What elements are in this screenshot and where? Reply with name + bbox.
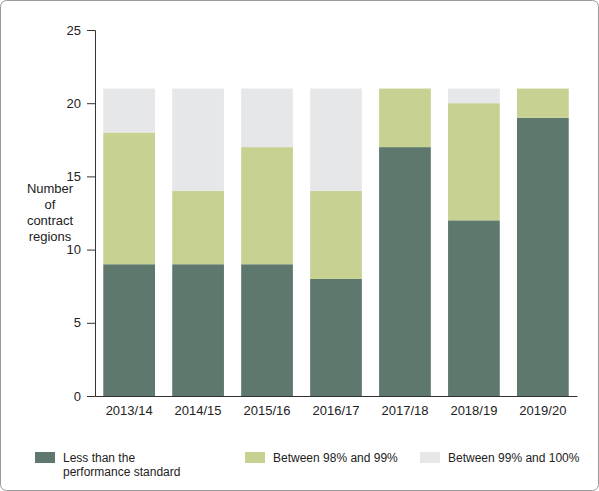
bar-segment: [379, 88, 431, 89]
y-tick: 10: [67, 242, 95, 257]
x-tick: 2014/15: [175, 396, 222, 418]
y-tick-mark: [87, 103, 95, 104]
y-tick-mark: [87, 250, 95, 251]
x-axis: 2013/14 2014/15 2015/16 2016/17 2017/18 2018/…: [96, 396, 578, 418]
legend-label-line: Less than the: [63, 451, 135, 465]
bar-segment: [103, 89, 155, 133]
x-tick: 2016/17: [313, 396, 360, 418]
bars: [103, 89, 568, 396]
bar-segment: [448, 220, 500, 396]
bar-segment: [172, 264, 224, 396]
x-tick: 2013/14: [106, 396, 153, 418]
bar-segment: [103, 264, 155, 396]
legend-label-line: Between 99% and 100%: [448, 451, 580, 465]
legend-swatch: [245, 452, 265, 463]
chart: 05101520252013/142014/152015/162016/1720…: [0, 0, 599, 491]
legend-label: Between 99% and 100%: [448, 451, 580, 465]
bar-segment: [241, 264, 293, 396]
legend-label: Less than theperformance standard: [63, 451, 180, 479]
y-tick-label: 5: [74, 315, 81, 330]
legend-label-line: Between 98% and 99%: [273, 451, 398, 465]
bar-segment: [448, 89, 500, 104]
x-tick-label: 2018/19: [450, 403, 497, 418]
bar-segment: [379, 89, 431, 148]
bar-segment: [241, 89, 293, 148]
x-tick: 2017/18: [381, 396, 428, 418]
y-tick-label: 25: [67, 23, 81, 38]
bar-segment: [241, 147, 293, 264]
bar-segment: [310, 191, 362, 279]
y-tick: 25: [67, 23, 95, 38]
legend-swatch: [35, 452, 55, 463]
y-axis-title-line: Number: [27, 181, 74, 196]
y-axis-title-line: of: [45, 197, 56, 212]
bar-segment: [517, 89, 569, 118]
y-tick: 20: [67, 96, 95, 111]
x-tick-label: 2016/17: [313, 403, 360, 418]
legend-label-line: performance standard: [63, 465, 180, 479]
x-tick-label: 2013/14: [106, 403, 153, 418]
bar-segment: [379, 147, 431, 396]
x-tick: 2015/16: [244, 396, 291, 418]
x-tick-label: 2014/15: [175, 403, 222, 418]
legend: Less than theperformance standard Between…: [35, 451, 580, 479]
bar-segment: [310, 89, 362, 191]
bar-segment: [172, 191, 224, 264]
y-axis-title-line: regions: [29, 229, 72, 244]
bar-segment: [310, 279, 362, 396]
y-tick: 5: [74, 315, 95, 330]
y-axis-title-line: contract: [27, 213, 74, 228]
y-tick-label: 10: [67, 242, 81, 257]
frame: [1, 1, 599, 491]
x-axis-line: [96, 396, 578, 397]
y-tick-mark: [87, 30, 95, 31]
y-tick: 0: [74, 389, 95, 404]
y-tick-mark: [87, 323, 95, 324]
x-tick-label: 2017/18: [381, 403, 428, 418]
y-tick-label: 0: [74, 389, 81, 404]
y-tick-label: 20: [67, 96, 81, 111]
legend-swatch: [420, 452, 440, 463]
bar-segment: [172, 89, 224, 191]
bar-segment: [517, 88, 569, 89]
x-tick: 2019/20: [519, 396, 566, 418]
x-tick-label: 2015/16: [244, 403, 291, 418]
y-tick-mark: [87, 176, 95, 177]
bar-segment: [517, 118, 569, 396]
x-tick: 2018/19: [450, 396, 497, 418]
y-tick-mark: [87, 396, 95, 397]
legend-label: Between 98% and 99%: [273, 451, 398, 465]
x-tick-label: 2019/20: [519, 403, 566, 418]
y-axis-line: [87, 31, 96, 397]
bar-segment: [448, 103, 500, 220]
y-axis-title: Numberofcontractregions: [27, 181, 74, 244]
bar-segment: [103, 132, 155, 264]
